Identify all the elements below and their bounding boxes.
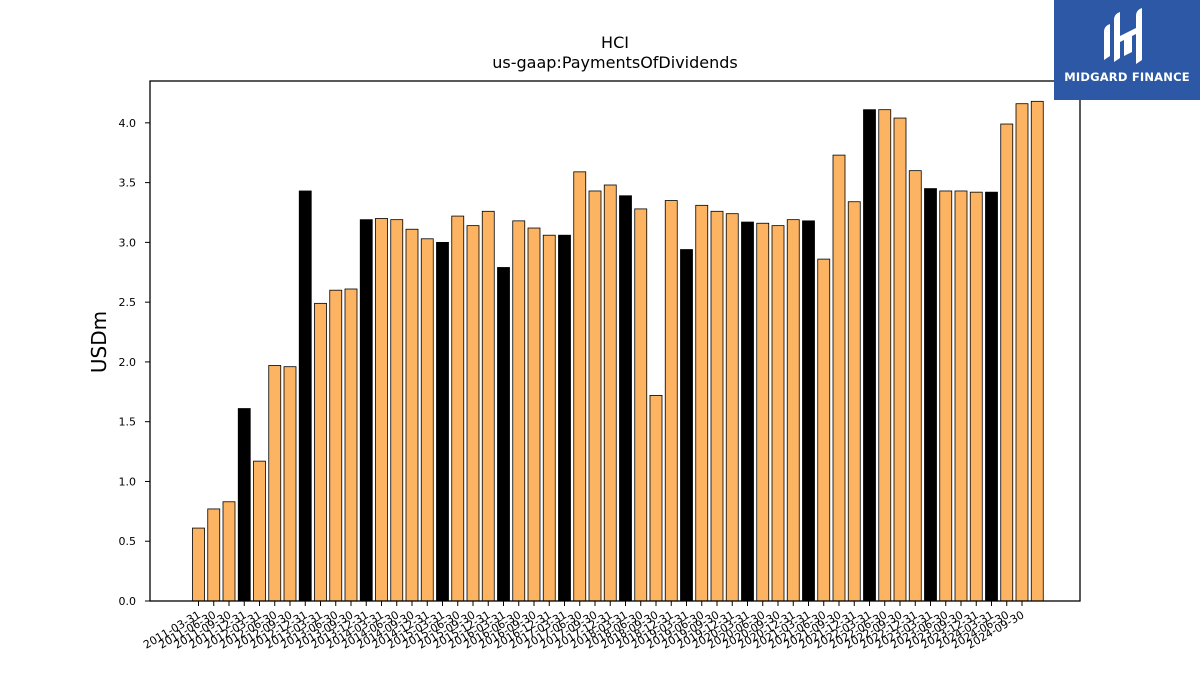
x-axis: 2011-03-312011-06-302011-09-302011-12-31… bbox=[141, 601, 1027, 652]
bar-2018-09-30 bbox=[649, 394, 663, 602]
bar-2012-06-30 bbox=[268, 365, 282, 602]
bar-2017-09-30 bbox=[588, 190, 602, 602]
logo-text: MIDGARD FINANCE bbox=[1064, 70, 1190, 84]
bar-2024-09-30 bbox=[1015, 103, 1029, 602]
plot-frame bbox=[149, 80, 1081, 602]
bar-2013-09-30 bbox=[344, 288, 358, 602]
bar-2015-09-30 bbox=[466, 225, 480, 602]
bar-series bbox=[192, 100, 1044, 602]
bar-2014-12-31 bbox=[420, 238, 434, 602]
bar-2015-06-30 bbox=[451, 215, 465, 602]
bar-2018-06-30 bbox=[634, 208, 648, 602]
bar-2021-12-31 bbox=[847, 201, 861, 602]
bar-2018-03-31 bbox=[619, 195, 632, 602]
y-tick-label: 3.5 bbox=[119, 177, 137, 190]
bar-2012-03-31 bbox=[253, 460, 266, 602]
bar-2022-03-31 bbox=[863, 109, 876, 602]
bar-2011-09-30 bbox=[222, 501, 236, 602]
bar-2021-06-30 bbox=[817, 258, 831, 602]
bar-2021-03-31 bbox=[802, 220, 815, 602]
bar-2022-12-31 bbox=[908, 170, 922, 602]
bar-2014-06-30 bbox=[390, 219, 404, 602]
bar-2023-09-30 bbox=[954, 190, 968, 602]
midgard-finance-logo: MIDGARD FINANCE bbox=[1054, 0, 1200, 100]
bar-2016-12-31 bbox=[542, 234, 556, 602]
bar-2024-06-30 bbox=[1000, 123, 1014, 602]
bar-2020-09-30 bbox=[771, 225, 785, 602]
bar-2016-03-31 bbox=[497, 267, 510, 602]
bar-2017-03-31 bbox=[558, 234, 571, 602]
bar-2019-12-31 bbox=[725, 213, 739, 602]
bar-2017-12-31 bbox=[603, 184, 617, 602]
bar-2015-03-31 bbox=[436, 241, 449, 602]
y-axis: 0.0 0.5 1.0 1.5 2.0 2.5 3.0 3.5 4.0 bbox=[119, 117, 150, 608]
bar-2024-03-31 bbox=[985, 191, 998, 602]
bar-2012-12-31 bbox=[298, 190, 312, 602]
bar-2017-06-30 bbox=[573, 171, 587, 602]
bar-2011-03-31 bbox=[192, 527, 205, 602]
bar-2016-06-30 bbox=[512, 220, 526, 602]
bar-2016-09-30 bbox=[527, 227, 541, 602]
bar-2020-03-31 bbox=[741, 221, 754, 602]
bar-2021-09-30 bbox=[832, 154, 846, 602]
bar-2019-06-30 bbox=[695, 204, 709, 602]
y-tick-label: 1.5 bbox=[119, 416, 137, 429]
y-tick-label: 2.0 bbox=[119, 356, 137, 369]
y-tick-label: 3.0 bbox=[119, 236, 137, 249]
y-tick-label: 1.0 bbox=[119, 475, 137, 488]
bar-2023-03-31 bbox=[924, 188, 937, 602]
bar-2011-06-30 bbox=[207, 508, 221, 602]
midgard-logo-icon bbox=[1104, 8, 1142, 64]
bar-2011-12-31 bbox=[237, 408, 251, 602]
bar-2014-03-31 bbox=[375, 218, 388, 602]
bar-2019-09-30 bbox=[710, 210, 724, 602]
bar-2019-03-31 bbox=[680, 249, 693, 602]
bar-2022-06-30 bbox=[878, 109, 892, 602]
bar-2022-09-30 bbox=[893, 117, 907, 602]
bar-2023-06-30 bbox=[939, 190, 953, 602]
bar-2013-12-31 bbox=[359, 219, 373, 602]
chart-title: HCI bbox=[601, 33, 629, 52]
bar-2013-06-30 bbox=[329, 289, 343, 602]
bar-2015-12-31 bbox=[481, 210, 495, 602]
chart-subtitle: us-gaap:PaymentsOfDividends bbox=[492, 53, 737, 72]
y-axis-label: USDm bbox=[87, 311, 111, 373]
bar-2013-03-31 bbox=[314, 302, 327, 602]
bar-undefined bbox=[1030, 100, 1044, 602]
bar-2014-09-30 bbox=[405, 228, 419, 602]
y-tick-label: 0.0 bbox=[119, 595, 137, 608]
bar-2023-12-31 bbox=[969, 191, 983, 602]
y-tick-label: 4.0 bbox=[119, 117, 137, 130]
bar-2012-09-30 bbox=[283, 366, 297, 602]
bar-2018-12-31 bbox=[664, 200, 678, 602]
bar-2020-12-31 bbox=[786, 219, 800, 602]
bar-2020-06-30 bbox=[756, 222, 770, 602]
y-tick-label: 2.5 bbox=[119, 296, 137, 309]
y-tick-label: 0.5 bbox=[119, 535, 137, 548]
